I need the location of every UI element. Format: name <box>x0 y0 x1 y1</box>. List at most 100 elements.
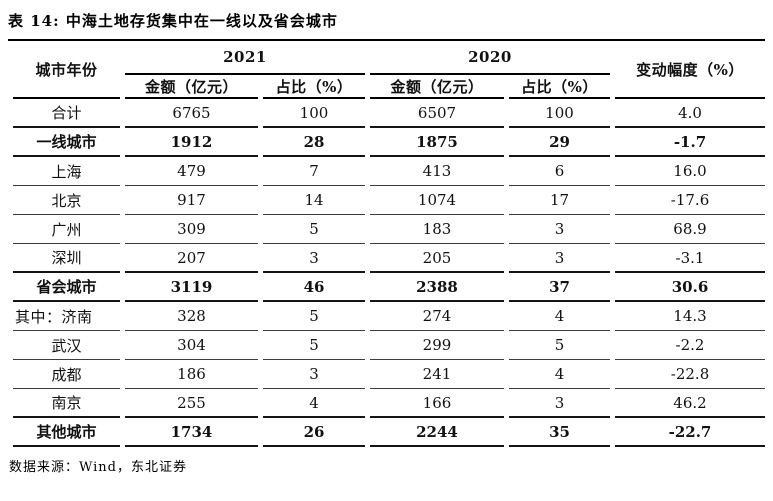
row-label: 省会城市 <box>13 273 120 302</box>
table-title: 表 14: 中海土地存货集中在一线以及省会城市 <box>8 12 338 30</box>
cell-change: 30.6 <box>615 273 765 302</box>
cell-change: -22.8 <box>615 360 765 389</box>
cell-share-2020: 37 <box>509 273 610 302</box>
cell-amount-2020: 1074 <box>370 186 504 215</box>
table-header: 城市年份 2021 2020 变动幅度（%） 金额（亿元） 占比（%） 金额（亿… <box>13 41 765 99</box>
cell-amount-2021: 309 <box>125 215 258 244</box>
cell-share-2020: 3 <box>509 215 610 244</box>
cell-change: -3.1 <box>615 244 765 273</box>
cell-amount-2020: 299 <box>370 331 504 360</box>
data-table: 城市年份 2021 2020 变动幅度（%） 金额（亿元） 占比（%） 金额（亿… <box>8 41 770 447</box>
header-share-2020: 占比（%） <box>509 75 610 99</box>
cell-share-2020: 5 <box>509 331 610 360</box>
cell-share-2021: 28 <box>263 128 365 157</box>
cell-amount-2021: 6765 <box>125 99 258 128</box>
row-label: 其他城市 <box>13 418 120 447</box>
cell-amount-2020: 166 <box>370 389 504 418</box>
header-city-year: 城市年份 <box>13 41 120 99</box>
row-label: 南京 <box>13 389 120 418</box>
cell-amount-2020: 1875 <box>370 128 504 157</box>
report-table-figure: 表 14: 中海土地存货集中在一线以及省会城市 城市年份 2021 2020 变… <box>8 12 765 475</box>
table-row-wuhan: 武汉 304 5 299 5 -2.2 <box>13 331 765 360</box>
row-label: 成都 <box>13 360 120 389</box>
cell-change: 46.2 <box>615 389 765 418</box>
row-label: 武汉 <box>13 331 120 360</box>
cell-share-2021: 3 <box>263 244 365 273</box>
cell-amount-2021: 1734 <box>125 418 258 447</box>
cell-change: -2.2 <box>615 331 765 360</box>
cell-share-2020: 3 <box>509 389 610 418</box>
cell-share-2020: 35 <box>509 418 610 447</box>
cell-amount-2020: 183 <box>370 215 504 244</box>
header-change: 变动幅度（%） <box>615 41 765 99</box>
cell-amount-2020: 6507 <box>370 99 504 128</box>
row-label: 北京 <box>13 186 120 215</box>
table-row-beijing: 北京 917 14 1074 17 -17.6 <box>13 186 765 215</box>
cell-share-2021: 46 <box>263 273 365 302</box>
table-row-nanjing: 南京 255 4 166 3 46.2 <box>13 389 765 418</box>
cell-change: -17.6 <box>615 186 765 215</box>
cell-amount-2020: 241 <box>370 360 504 389</box>
cell-amount-2021: 917 <box>125 186 258 215</box>
cell-share-2021: 5 <box>263 215 365 244</box>
cell-amount-2021: 207 <box>125 244 258 273</box>
cell-amount-2021: 255 <box>125 389 258 418</box>
cell-share-2021: 4 <box>263 389 365 418</box>
cell-share-2021: 7 <box>263 157 365 186</box>
table-row-tier1: 一线城市 1912 28 1875 29 -1.7 <box>13 128 765 157</box>
cell-share-2021: 26 <box>263 418 365 447</box>
cell-share-2021: 5 <box>263 331 365 360</box>
header-row-measures: 金额（亿元） 占比（%） 金额（亿元） 占比（%） <box>13 75 765 99</box>
header-share-2021: 占比（%） <box>263 75 365 99</box>
header-amount-2020: 金额（亿元） <box>370 75 504 99</box>
cell-share-2021: 5 <box>263 302 365 331</box>
header-year-2020: 2020 <box>370 41 610 75</box>
cell-share-2020: 17 <box>509 186 610 215</box>
cell-change: 4.0 <box>615 99 765 128</box>
table-row-shenzhen: 深圳 207 3 205 3 -3.1 <box>13 244 765 273</box>
table-container: 城市年份 2021 2020 变动幅度（%） 金额（亿元） 占比（%） 金额（亿… <box>8 39 765 447</box>
table-row-shanghai: 上海 479 7 413 6 16.0 <box>13 157 765 186</box>
cell-amount-2020: 2244 <box>370 418 504 447</box>
table-body: 合计 6765 100 6507 100 4.0 一线城市 1912 28 18… <box>13 99 765 447</box>
cell-amount-2020: 2388 <box>370 273 504 302</box>
row-label: 一线城市 <box>13 128 120 157</box>
cell-change: -22.7 <box>615 418 765 447</box>
cell-amount-2020: 274 <box>370 302 504 331</box>
header-year-2021: 2021 <box>125 41 365 75</box>
cell-change: 16.0 <box>615 157 765 186</box>
cell-share-2021: 14 <box>263 186 365 215</box>
cell-amount-2020: 205 <box>370 244 504 273</box>
cell-amount-2021: 186 <box>125 360 258 389</box>
table-row-capitals: 省会城市 3119 46 2388 37 30.6 <box>13 273 765 302</box>
cell-share-2021: 3 <box>263 360 365 389</box>
row-label: 其中：济南 <box>13 302 120 331</box>
cell-share-2021: 100 <box>263 99 365 128</box>
cell-change: 14.3 <box>615 302 765 331</box>
header-amount-2021: 金额（亿元） <box>125 75 258 99</box>
cell-share-2020: 4 <box>509 302 610 331</box>
cell-share-2020: 6 <box>509 157 610 186</box>
cell-share-2020: 3 <box>509 244 610 273</box>
row-label: 深圳 <box>13 244 120 273</box>
cell-share-2020: 29 <box>509 128 610 157</box>
cell-amount-2020: 413 <box>370 157 504 186</box>
cell-share-2020: 4 <box>509 360 610 389</box>
data-source: 数据来源：Wind，东北证券 <box>9 460 187 475</box>
header-row-years: 城市年份 2021 2020 变动幅度（%） <box>13 41 765 99</box>
cell-share-2020: 100 <box>509 99 610 128</box>
table-row-total: 合计 6765 100 6507 100 4.0 <box>13 99 765 128</box>
table-row-chengdu: 成都 186 3 241 4 -22.8 <box>13 360 765 389</box>
cell-amount-2021: 3119 <box>125 273 258 302</box>
table-row-jinan: 其中：济南 328 5 274 4 14.3 <box>13 302 765 331</box>
cell-change: -1.7 <box>615 128 765 157</box>
table-row-guangzhou: 广州 309 5 183 3 68.9 <box>13 215 765 244</box>
cell-amount-2021: 328 <box>125 302 258 331</box>
row-label: 合计 <box>13 99 120 128</box>
row-label: 上海 <box>13 157 120 186</box>
cell-amount-2021: 479 <box>125 157 258 186</box>
cell-amount-2021: 1912 <box>125 128 258 157</box>
row-label: 广州 <box>13 215 120 244</box>
table-row-other-cities: 其他城市 1734 26 2244 35 -22.7 <box>13 418 765 447</box>
cell-change: 68.9 <box>615 215 765 244</box>
